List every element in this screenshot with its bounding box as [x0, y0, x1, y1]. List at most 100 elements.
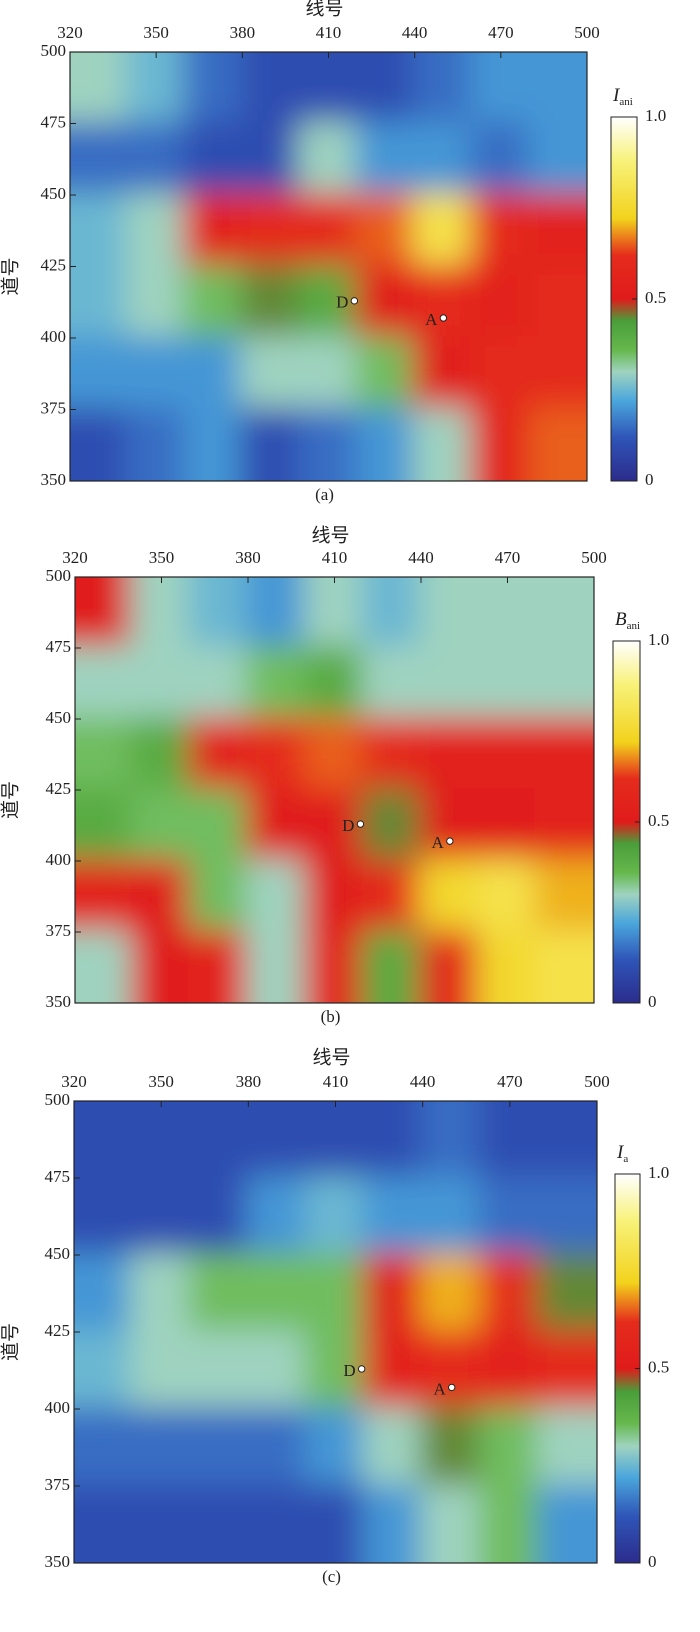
heatmap-cell: [355, 264, 417, 340]
heatmap-cells: [74, 1101, 597, 1563]
heatmap-cell: [130, 577, 193, 650]
y-tick-label: 400: [45, 1398, 71, 1417]
heatmap-cell: [74, 1253, 135, 1334]
heatmap-cell: [527, 193, 587, 269]
heatmap-cell: [246, 1484, 309, 1563]
heatmap-cell: [478, 1484, 541, 1563]
colorbar-tick-label: 0.5: [645, 288, 666, 307]
colorbar-tick-label: 0: [645, 470, 654, 489]
heatmap-cell: [297, 121, 360, 197]
heatmap-cell: [527, 52, 587, 126]
heatmap-cell: [412, 121, 475, 197]
y-axis-title: 道号: [0, 257, 21, 295]
heatmap-cell: [188, 577, 250, 650]
colorbar-title-main: I: [612, 85, 621, 106]
heatmap-cell: [420, 1330, 483, 1411]
x-tick-label: 350: [149, 548, 175, 567]
heatmap-cell: [130, 717, 193, 792]
heatmap-cell: [188, 1330, 251, 1411]
heatmap-cell: [74, 1484, 135, 1563]
heatmap-cell: [188, 788, 250, 863]
x-tick-label: 470: [495, 548, 521, 567]
heatmap-cell: [70, 121, 130, 197]
heatmap-cell: [182, 336, 245, 412]
heatmap-cell: [188, 930, 250, 1003]
caption: (c): [322, 1567, 341, 1586]
heatmap-panel: 320 350 380 410 440 470 500 350 375 400 425 450 475 5…: [0, 0, 666, 504]
heatmap-cell: [470, 121, 532, 197]
heatmap-cell: [75, 859, 135, 934]
heatmap-cell: [420, 1253, 483, 1334]
heatmap-cell: [188, 646, 250, 721]
y-axis-title: 道号: [0, 1323, 21, 1361]
heatmap-cell: [75, 717, 135, 792]
heatmap-cell: [297, 407, 360, 481]
heatmap-cell: [419, 577, 481, 650]
heatmap-cell: [246, 788, 308, 863]
heatmap-cell: [188, 717, 250, 792]
heatmap-cell: [478, 1176, 541, 1257]
x-tick-label: 440: [408, 548, 434, 567]
x-tick-label: 500: [581, 548, 607, 567]
heatmap-cell: [182, 264, 245, 340]
heatmap-cell: [527, 336, 587, 412]
heatmap-cell: [361, 859, 423, 934]
heatmap-cell: [478, 1407, 541, 1488]
colorbar-tick-label: 1.0: [645, 106, 666, 125]
heatmap-cell: [130, 859, 193, 934]
heatmap-cell: [188, 1407, 251, 1488]
heatmap-cell: [476, 646, 539, 721]
x-tick-label: 500: [574, 23, 600, 42]
y-tick-label: 425: [46, 779, 72, 798]
heatmap-cell: [246, 646, 308, 721]
heatmap-cells: [75, 577, 594, 1003]
colorbar-title: Bani: [615, 609, 640, 631]
heatmap-cell: [303, 646, 366, 721]
y-tick-label: 375: [41, 398, 67, 417]
heatmap-cell: [130, 1484, 193, 1563]
caption: (a): [315, 485, 334, 504]
heatmap-cell: [362, 1176, 425, 1257]
x-tick-label: 380: [230, 23, 256, 42]
well-point: [357, 1365, 366, 1373]
heatmap-cell: [304, 1484, 367, 1563]
heatmap-cell: [476, 717, 539, 792]
heatmap-cell: [527, 407, 587, 481]
well-point: [446, 837, 454, 845]
heatmap-cell: [470, 52, 532, 126]
heatmap-cell: [419, 930, 481, 1003]
heatmap-cell: [125, 193, 187, 269]
heatmap-cell: [130, 1253, 193, 1334]
y-tick-label: 350: [41, 470, 67, 489]
heatmap-cell: [419, 646, 481, 721]
heatmap-cell: [75, 930, 135, 1003]
heatmap-cell: [304, 1407, 367, 1488]
y-tick-label: 375: [46, 921, 72, 940]
x-tick-label: 380: [235, 548, 261, 567]
y-tick-label: 500: [41, 41, 67, 60]
colorbar-title-main: I: [616, 1142, 625, 1163]
well-point: [350, 297, 359, 305]
x-tick-label: 410: [316, 23, 342, 42]
x-tick-label: 410: [323, 1072, 349, 1091]
y-tick-label: 450: [45, 1244, 71, 1263]
heatmap-cell: [355, 193, 417, 269]
heatmap-cell: [297, 52, 360, 126]
heatmap-cell: [470, 193, 532, 269]
heatmap-panel: 320 350 380 410 440 470 500 350 375 400 425 450 475 5…: [0, 524, 669, 1026]
heatmap-cell: [362, 1407, 425, 1488]
heatmap-cell: [536, 1484, 597, 1563]
heatmap-cell: [74, 1101, 135, 1180]
heatmap-cell: [74, 1176, 135, 1257]
heatmap-field: [75, 577, 594, 1003]
y-tick-label: 400: [41, 327, 67, 346]
heatmap-cells: [70, 52, 587, 481]
well-point: [356, 820, 365, 828]
heatmap-cell: [412, 52, 475, 126]
well-label: A: [432, 833, 445, 852]
heatmap-cell: [476, 859, 539, 934]
heatmap-cell: [478, 1253, 541, 1334]
y-tick-label: 500: [45, 1090, 71, 1109]
heatmap-cell: [240, 52, 302, 126]
heatmap-cell: [182, 193, 245, 269]
